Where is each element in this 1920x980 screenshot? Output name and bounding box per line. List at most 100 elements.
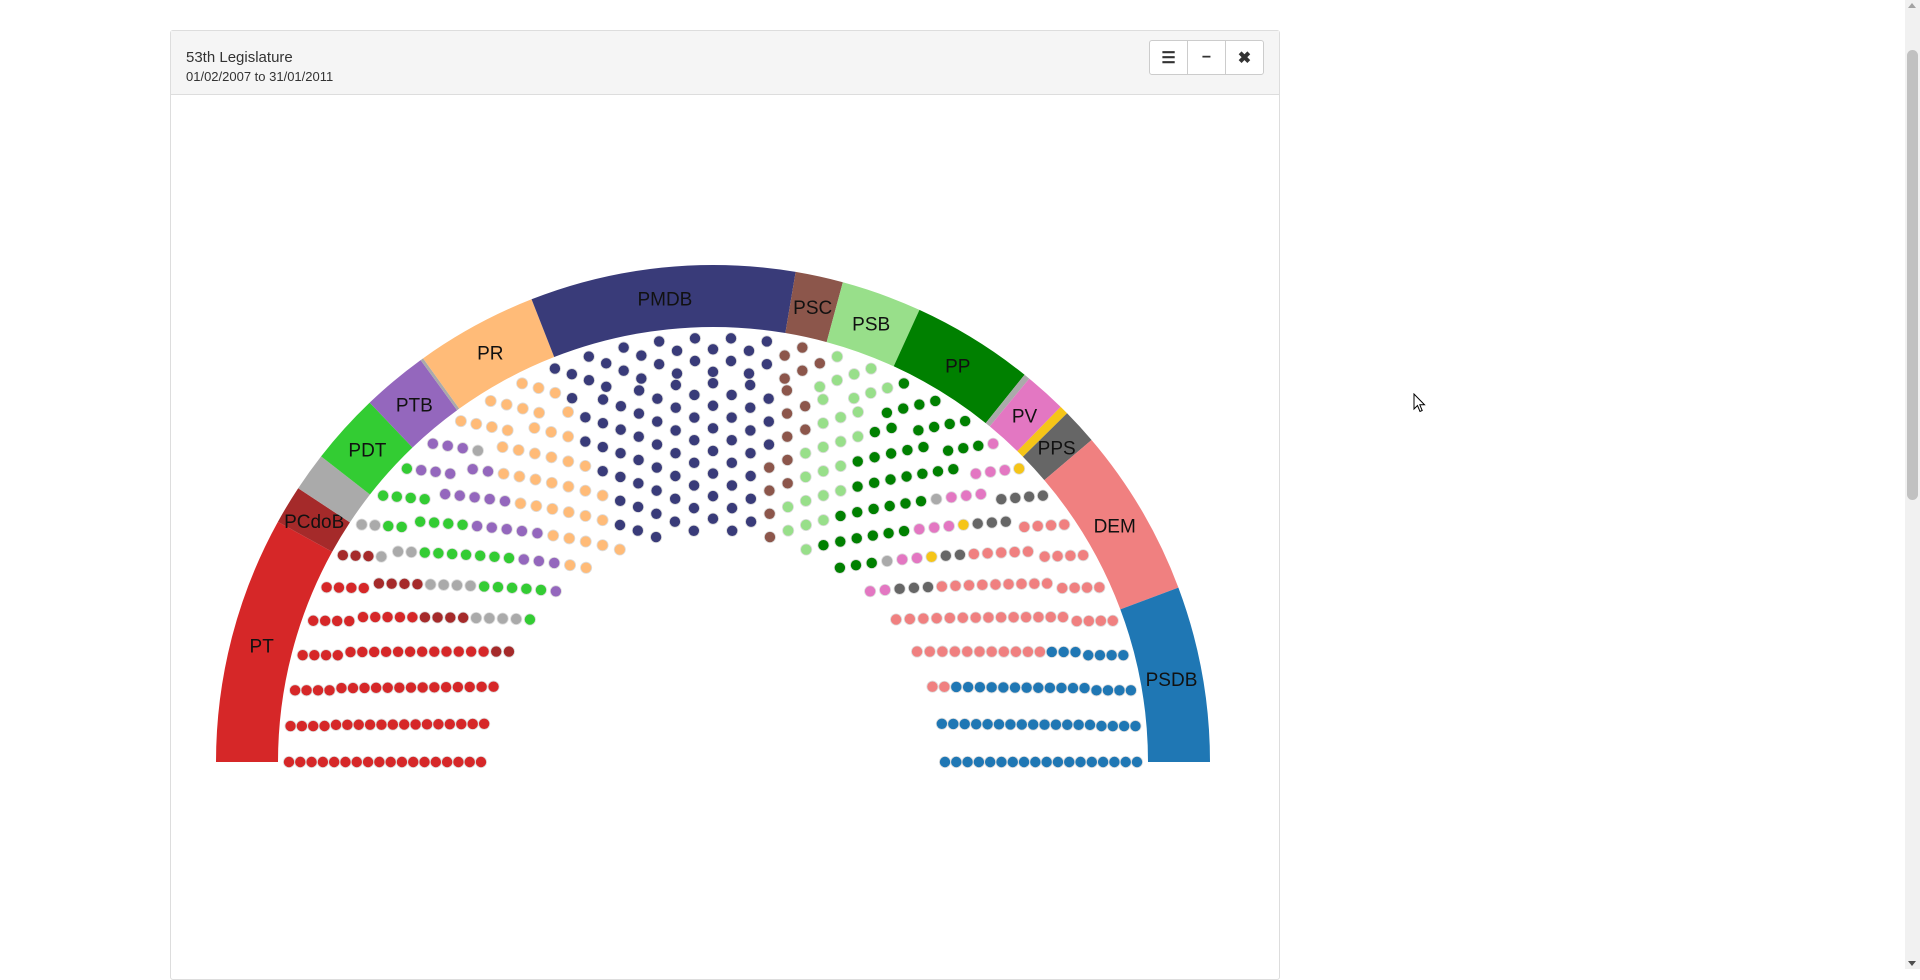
seat-dem[interactable] [923, 645, 936, 658]
seat-other[interactable] [471, 444, 484, 457]
seat-psc[interactable] [781, 407, 794, 420]
seat-other[interactable] [930, 493, 943, 506]
seat-dem[interactable] [1009, 645, 1022, 658]
seat-pt[interactable] [370, 681, 383, 694]
seat-psdb[interactable] [1069, 646, 1082, 659]
seat-pmdb[interactable] [744, 469, 757, 482]
seat-pmdb[interactable] [669, 378, 682, 391]
seat-pdt[interactable] [428, 516, 441, 529]
seat-pt[interactable] [343, 615, 356, 628]
seat-pp[interactable] [834, 535, 847, 548]
seat-dem[interactable] [961, 645, 974, 658]
seat-pt[interactable] [393, 611, 406, 624]
seat-pv[interactable] [969, 467, 982, 480]
seat-dem[interactable] [1106, 614, 1119, 627]
seat-pmdb[interactable] [760, 358, 773, 371]
seat-pp[interactable] [899, 497, 912, 510]
seat-pcdob[interactable] [418, 611, 431, 624]
seat-psb[interactable] [817, 465, 830, 478]
seat-dem[interactable] [985, 645, 998, 658]
seat-pr[interactable] [496, 441, 509, 454]
seat-pt[interactable] [307, 720, 320, 733]
seat-pmdb[interactable] [632, 430, 645, 443]
seat-pdt[interactable] [523, 613, 536, 626]
seat-psdb[interactable] [1101, 684, 1114, 697]
arc-psc[interactable] [785, 271, 843, 343]
seat-pt[interactable] [478, 717, 491, 730]
seat-pt[interactable] [307, 614, 320, 627]
seat-ptb[interactable] [468, 491, 481, 504]
seat-pp[interactable] [912, 424, 925, 437]
seat-psdb[interactable] [997, 681, 1010, 694]
seat-pt[interactable] [441, 756, 454, 769]
seat-pt[interactable] [368, 645, 381, 658]
seat-pt[interactable] [284, 720, 297, 733]
seat-pp[interactable] [885, 447, 898, 460]
seat-pt[interactable] [308, 649, 321, 662]
seat-pt[interactable] [364, 718, 377, 731]
seat-dem[interactable] [989, 578, 1002, 591]
arc-other[interactable] [985, 374, 1030, 427]
seat-pt[interactable] [463, 680, 476, 693]
seat-psdb[interactable] [950, 756, 963, 769]
seat-dem[interactable] [1051, 550, 1064, 563]
seat-pv[interactable] [984, 465, 997, 478]
seat-pmdb[interactable] [744, 424, 757, 437]
scroll-up-icon[interactable] [1908, 3, 1916, 8]
seat-pdt[interactable] [491, 581, 504, 594]
seat-dem[interactable] [969, 611, 982, 624]
seat-pmdb[interactable] [631, 524, 644, 537]
seat-pdt[interactable] [400, 462, 413, 475]
seat-pr[interactable] [596, 539, 609, 552]
seat-pp[interactable] [916, 467, 929, 480]
seat-pp[interactable] [897, 377, 910, 390]
seat-pdt[interactable] [446, 547, 459, 560]
seat-psdb[interactable] [1032, 681, 1045, 694]
seat-psdb[interactable] [1108, 756, 1121, 769]
seat-psb[interactable] [799, 447, 812, 460]
seat-pp[interactable] [868, 476, 881, 489]
seat-pt[interactable] [393, 681, 406, 694]
seat-pmdb[interactable] [687, 524, 700, 537]
seat-psdb[interactable] [1018, 756, 1031, 769]
seat-pmdb[interactable] [548, 362, 561, 375]
seat-psb[interactable] [817, 514, 830, 527]
seat-pdt[interactable] [503, 552, 516, 565]
seat-pt[interactable] [487, 680, 500, 693]
seat-pmdb[interactable] [597, 393, 610, 406]
seat-dem[interactable] [1038, 550, 1051, 563]
seat-pt[interactable] [395, 756, 408, 769]
seat-pmdb[interactable] [725, 332, 738, 345]
seat-pr[interactable] [545, 476, 558, 489]
seat-psdb[interactable] [1093, 649, 1106, 662]
seat-pcdob[interactable] [336, 549, 349, 562]
seat-psc[interactable] [799, 423, 812, 436]
arc-ptb[interactable] [369, 360, 458, 448]
seat-pp[interactable] [913, 398, 926, 411]
seat-psdb[interactable] [1006, 756, 1019, 769]
seat-pmdb[interactable] [579, 435, 592, 448]
seat-psb[interactable] [817, 417, 830, 430]
seat-pt[interactable] [406, 611, 419, 624]
seat-psc[interactable] [763, 531, 776, 544]
seat-pps[interactable] [939, 549, 952, 562]
seat-psdb[interactable] [1057, 645, 1070, 658]
seat-pt[interactable] [323, 684, 336, 697]
seat-pt[interactable] [416, 681, 429, 694]
arc-pt[interactable] [216, 521, 333, 762]
arc-pp[interactable] [893, 309, 1025, 424]
seat-pcdob[interactable] [372, 577, 385, 590]
seat-pps[interactable] [1009, 491, 1022, 504]
seat-pmdb[interactable] [632, 407, 645, 420]
seat-dem[interactable] [943, 611, 956, 624]
seat-pmdb[interactable] [614, 400, 627, 413]
seat-psc[interactable] [781, 477, 794, 490]
seat-pcdob[interactable] [398, 577, 411, 590]
seat-other[interactable] [392, 545, 405, 558]
seat-psb[interactable] [782, 524, 795, 537]
seat-pr[interactable] [516, 377, 529, 390]
seat-pr[interactable] [549, 386, 562, 399]
seat-pmdb[interactable] [725, 411, 738, 424]
seat-pt[interactable] [392, 645, 405, 658]
seat-pt[interactable] [318, 720, 331, 733]
